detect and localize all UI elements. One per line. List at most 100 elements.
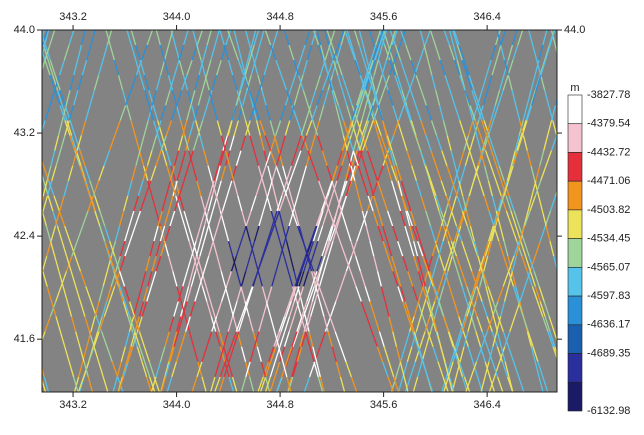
track-segment: [398, 105, 405, 121]
track-segment: [167, 75, 174, 91]
track-segment: [578, 60, 583, 75]
track-segment: [406, 105, 412, 121]
track-segment: [118, 210, 125, 227]
colorbar-label: -4503.82: [587, 204, 630, 216]
track-segment: [132, 331, 139, 347]
track-segment: [93, 75, 100, 91]
track-segment: [119, 105, 127, 121]
track-segment: [341, 135, 348, 151]
track-segment: [350, 165, 356, 181]
track-segment: [498, 346, 506, 363]
track-segment: [21, 105, 26, 120]
track-segment: [215, 331, 221, 347]
track-segment: [56, 90, 63, 106]
track-segment: [346, 90, 353, 106]
track-segment: [377, 44, 383, 61]
track-segment: [242, 90, 248, 106]
track-segment: [68, 105, 75, 121]
track-segment: [212, 195, 218, 212]
track-segment: [341, 150, 348, 166]
track-segment: [350, 44, 357, 61]
track-segment: [579, 75, 584, 90]
track-segment: [85, 105, 91, 121]
track-segment: [203, 150, 209, 166]
track-segment: [21, 90, 26, 105]
track-segment: [504, 331, 511, 347]
track-segment: [594, 60, 598, 75]
track-segment: [459, 346, 465, 362]
track-segment: [502, 271, 510, 287]
track-segment: [98, 286, 104, 302]
track-segment: [58, 59, 65, 76]
track-segment: [224, 286, 230, 302]
track-segment: [6, 60, 11, 75]
track-segment: [559, 75, 563, 90]
track-segment: [327, 331, 333, 347]
track-segment: [296, 301, 302, 317]
track-segment: [425, 135, 432, 151]
track-segment: [149, 240, 155, 257]
track-segment: [495, 44, 502, 61]
track-segment: [124, 240, 131, 257]
track-segment: [526, 271, 533, 287]
track-segment: [321, 195, 328, 212]
track-segment: [426, 301, 433, 317]
track-segment: [458, 180, 464, 197]
track-segment: [282, 165, 288, 182]
track-segment: [72, 376, 79, 392]
track-segment: [128, 210, 135, 227]
track-segment: [141, 301, 148, 317]
track-segment: [127, 180, 133, 197]
track-segment: [279, 105, 287, 121]
track-segment: [332, 44, 340, 61]
track-segment: [478, 150, 485, 166]
track-segment: [507, 44, 514, 61]
track-segment: [64, 346, 70, 363]
track-segment: [270, 180, 276, 197]
colorbar-swatch: [567, 353, 583, 383]
track-segment: [383, 346, 390, 363]
track-segment: [609, 45, 614, 60]
track-segment: [47, 59, 54, 76]
track-segment: [352, 150, 359, 166]
track-segment: [323, 301, 331, 317]
track-segment: [390, 165, 398, 182]
track-segment: [163, 210, 170, 227]
track-segment: [257, 165, 264, 182]
track-segment: [46, 165, 52, 181]
track-segment: [433, 286, 440, 302]
track-segment: [1, 256, 6, 271]
track-segment: [0, 211, 3, 226]
colorbar-label: -4636.17: [587, 319, 630, 331]
track-segment: [195, 241, 202, 257]
track-segment: [539, 59, 546, 76]
track-segment: [181, 75, 188, 91]
track-segment: [531, 286, 539, 302]
track-segment: [216, 120, 223, 136]
track-segment: [26, 105, 31, 120]
track-segment: [93, 346, 100, 363]
track-segment: [201, 105, 208, 121]
track-segment: [538, 286, 545, 302]
track-segment: [201, 286, 208, 302]
track-segment: [547, 331, 554, 347]
track-segment: [321, 150, 328, 166]
track-segment: [377, 210, 384, 227]
track-segment: [218, 376, 225, 392]
track-segment: [0, 211, 2, 226]
track-segment: [18, 75, 22, 90]
track-segment: [409, 120, 417, 136]
track-segment: [305, 316, 312, 332]
track-segment: [309, 301, 316, 317]
track-segment: [106, 286, 112, 302]
track-segment: [324, 240, 331, 257]
track-segment: [391, 180, 397, 197]
track-segment: [220, 135, 227, 151]
track-segment: [368, 105, 375, 121]
track-segment: [493, 150, 500, 166]
track-segment: [329, 30, 336, 46]
track-segment: [315, 271, 322, 287]
track-segment: [478, 256, 485, 272]
track-segment: [232, 256, 238, 272]
track-segment: [327, 75, 333, 91]
